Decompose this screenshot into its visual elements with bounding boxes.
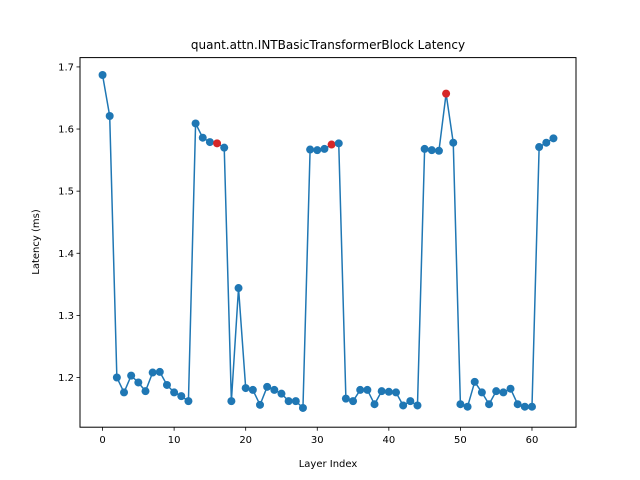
data-point xyxy=(513,400,522,409)
x-tick-label: 60 xyxy=(526,435,539,446)
x-tick-label: 50 xyxy=(454,435,467,446)
data-point xyxy=(420,144,429,153)
data-point xyxy=(527,402,536,411)
highlighted-data-point xyxy=(442,89,451,98)
data-point xyxy=(205,138,214,147)
x-tick-label: 20 xyxy=(239,435,252,446)
x-tick-label: 40 xyxy=(382,435,395,446)
data-point xyxy=(148,368,157,377)
data-point xyxy=(270,385,279,394)
y-tick-label: 1.4 xyxy=(58,249,74,260)
data-point xyxy=(184,397,193,406)
x-axis: 0 10 20 30 40 50 60 xyxy=(99,427,538,446)
data-point xyxy=(370,400,379,409)
data-point xyxy=(377,387,386,396)
data-point xyxy=(248,385,257,394)
data-point xyxy=(485,400,494,409)
data-point xyxy=(112,373,121,382)
data-point xyxy=(98,70,107,79)
plot-frame xyxy=(79,57,577,428)
data-point xyxy=(363,385,372,394)
x-tick-label: 0 xyxy=(99,435,105,446)
x-tick-label: 10 xyxy=(168,435,181,446)
data-point xyxy=(256,400,265,409)
data-point xyxy=(127,371,136,380)
data-point xyxy=(520,402,529,411)
data-point xyxy=(263,382,272,391)
y-tick-label: 1.6 xyxy=(58,125,74,136)
data-point xyxy=(499,388,508,397)
plot-area xyxy=(98,70,558,412)
data-point xyxy=(141,387,150,396)
data-point xyxy=(391,388,400,397)
y-axis: 1.2 1.3 1.4 1.5 1.6 1.7 xyxy=(58,62,80,384)
data-point xyxy=(198,133,207,142)
data-point xyxy=(277,389,286,398)
x-tick-label: 30 xyxy=(311,435,324,446)
data-point xyxy=(341,394,350,403)
data-point xyxy=(220,143,229,152)
data-point xyxy=(320,144,329,153)
data-point xyxy=(155,367,164,376)
y-axis-label: Latency (ms) xyxy=(31,209,42,275)
data-point xyxy=(506,384,515,393)
data-point xyxy=(134,378,143,387)
data-point xyxy=(241,384,250,393)
chart-title: quant.attn.INTBasicTransformerBlock Late… xyxy=(191,38,465,52)
highlighted-data-point xyxy=(327,140,336,149)
data-point xyxy=(477,388,486,397)
data-point xyxy=(449,138,458,147)
data-point xyxy=(177,392,186,401)
data-point xyxy=(456,400,465,409)
data-point xyxy=(549,134,558,143)
data-point xyxy=(356,385,365,394)
data-point xyxy=(120,388,129,397)
data-point xyxy=(535,143,544,152)
data-point xyxy=(413,401,422,410)
highlighted-data-point xyxy=(213,139,222,148)
data-point xyxy=(227,397,236,406)
data-point xyxy=(406,397,415,406)
data-point xyxy=(492,387,501,396)
y-tick-label: 1.7 xyxy=(58,62,74,73)
data-point xyxy=(284,397,293,406)
data-point xyxy=(542,138,551,147)
data-point xyxy=(313,146,322,155)
data-point xyxy=(291,397,300,406)
data-point xyxy=(399,401,408,410)
latency-series-line xyxy=(101,74,554,409)
y-tick-label: 1.2 xyxy=(58,373,74,384)
data-point xyxy=(306,145,315,154)
data-point xyxy=(349,397,358,406)
data-point xyxy=(234,284,243,293)
data-point xyxy=(463,402,472,411)
data-point xyxy=(384,387,393,396)
y-tick-label: 1.3 xyxy=(58,311,74,322)
data-point xyxy=(105,111,114,120)
data-point xyxy=(298,403,307,412)
y-tick-label: 1.5 xyxy=(58,187,74,198)
data-point xyxy=(434,146,443,155)
data-point xyxy=(162,380,171,389)
x-axis-label: Layer Index xyxy=(299,459,358,470)
data-point xyxy=(191,119,200,128)
data-point xyxy=(334,139,343,148)
data-point xyxy=(427,146,436,155)
data-point xyxy=(170,388,179,397)
data-point xyxy=(470,377,479,386)
